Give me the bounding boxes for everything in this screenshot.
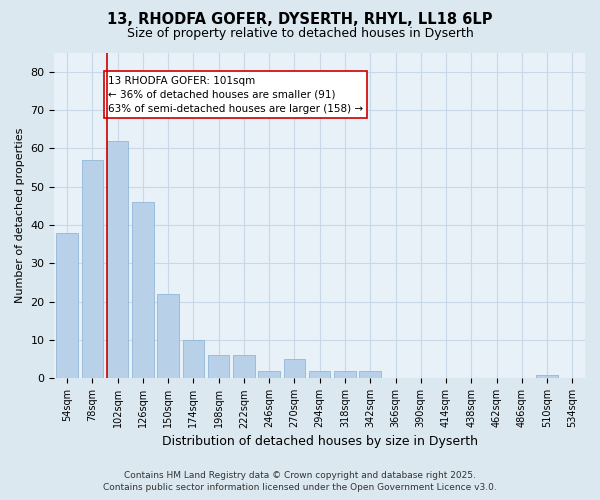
Bar xyxy=(359,370,381,378)
Bar xyxy=(182,340,204,378)
Text: Contains HM Land Registry data © Crown copyright and database right 2025.
Contai: Contains HM Land Registry data © Crown c… xyxy=(103,471,497,492)
Bar xyxy=(259,370,280,378)
Bar xyxy=(132,202,154,378)
Bar xyxy=(56,232,78,378)
Bar xyxy=(284,359,305,378)
Text: Size of property relative to detached houses in Dyserth: Size of property relative to detached ho… xyxy=(127,28,473,40)
Text: 13 RHODFA GOFER: 101sqm
← 36% of detached houses are smaller (91)
63% of semi-de: 13 RHODFA GOFER: 101sqm ← 36% of detache… xyxy=(108,76,363,114)
Bar xyxy=(82,160,103,378)
Bar xyxy=(208,356,229,378)
Bar xyxy=(233,356,254,378)
Y-axis label: Number of detached properties: Number of detached properties xyxy=(15,128,25,303)
Text: 13, RHODFA GOFER, DYSERTH, RHYL, LL18 6LP: 13, RHODFA GOFER, DYSERTH, RHYL, LL18 6L… xyxy=(107,12,493,28)
Bar xyxy=(107,140,128,378)
Bar xyxy=(157,294,179,378)
Bar xyxy=(334,370,356,378)
X-axis label: Distribution of detached houses by size in Dyserth: Distribution of detached houses by size … xyxy=(162,434,478,448)
Bar xyxy=(536,374,558,378)
Bar xyxy=(309,370,331,378)
